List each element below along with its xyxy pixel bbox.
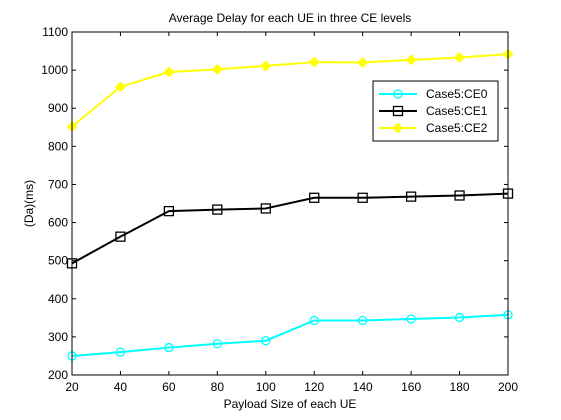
y-tick-label: 200 — [48, 368, 68, 382]
legend-entry-label: Case5:CE1 — [426, 104, 488, 118]
plot-frame — [71, 31, 509, 376]
data-point — [212, 204, 223, 215]
series-line — [71, 192, 509, 265]
legend-swatch-marker — [392, 122, 404, 134]
x-axis-label: Payload Size of each UE — [224, 397, 357, 411]
data-point — [308, 56, 320, 68]
series-2 — [66, 48, 514, 132]
data-point — [454, 52, 465, 63]
x-tick-label: 20 — [65, 380, 79, 394]
data-point — [115, 231, 126, 242]
data-point — [454, 312, 465, 323]
y-tick-label: 500 — [48, 254, 68, 268]
y-tick-label: 400 — [48, 292, 68, 306]
x-tick-label: 160 — [401, 380, 421, 394]
series-1 — [66, 188, 514, 269]
data-point — [309, 192, 320, 203]
y-tick-label: 300 — [48, 330, 68, 344]
data-point — [115, 81, 126, 93]
legend-entry-label: Case5:CE0 — [426, 87, 488, 101]
data-point — [260, 60, 272, 72]
legend-entry-label: Case5:CE2 — [426, 121, 488, 135]
x-tick-label: 120 — [304, 380, 324, 394]
y-axis-label: (Da)(ms) — [22, 180, 36, 227]
y-tick-label: 600 — [48, 216, 68, 230]
legend-swatch-marker — [392, 105, 404, 117]
x-tick-label: 200 — [498, 380, 518, 394]
data-point — [358, 315, 368, 326]
y-tick-label: 700 — [48, 177, 68, 191]
axis-layer: 20 40 60 80 100 120 140 160 180 200 200 300 400 500 60… — [41, 25, 518, 394]
series-line — [71, 53, 509, 128]
data-point — [212, 339, 222, 349]
data-point — [163, 66, 175, 78]
data-point — [454, 190, 465, 201]
x-tick-label: 80 — [211, 380, 225, 394]
data-point — [211, 63, 223, 75]
series-line — [71, 313, 509, 357]
x-tick-label: 180 — [450, 380, 470, 394]
y-tick-label: 1000 — [41, 63, 68, 77]
x-tick-label: 60 — [162, 380, 176, 394]
series-layer — [66, 48, 514, 361]
legend: Case5:CE0 Case5:CE1 Case5:CE2 — [372, 80, 499, 142]
y-tick-label: 900 — [48, 101, 68, 115]
data-point — [163, 205, 175, 217]
data-point — [261, 336, 271, 346]
data-point — [405, 191, 417, 202]
data-point — [357, 57, 369, 68]
x-tick-label: 100 — [256, 380, 276, 394]
data-point — [309, 315, 319, 326]
data-point — [405, 54, 417, 66]
legend-swatch-marker — [393, 89, 403, 99]
data-point — [357, 192, 368, 203]
y-tick-label: 1100 — [42, 25, 68, 39]
data-point — [260, 203, 271, 214]
x-tick-label: 40 — [114, 380, 128, 394]
x-tick-label: 140 — [353, 380, 373, 394]
y-tick-label: 800 — [48, 139, 68, 153]
data-point — [115, 347, 126, 357]
data-point — [406, 314, 416, 324]
chart-title: Average Delay for each UE in three CE le… — [169, 11, 412, 25]
data-point — [164, 342, 174, 353]
